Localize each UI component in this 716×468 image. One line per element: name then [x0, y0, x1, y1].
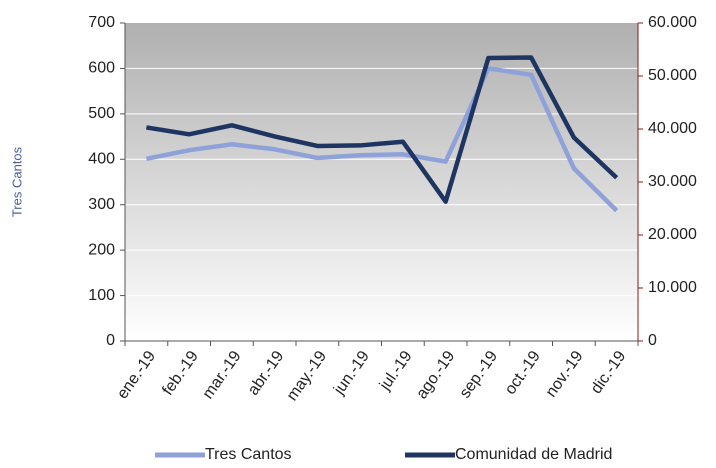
- x-tick-label: oct.-19: [502, 348, 544, 398]
- legend-label: Tres Cantos: [205, 446, 292, 463]
- x-tick-label: jul.-19: [376, 348, 416, 394]
- y-tick-label: 100: [88, 287, 115, 304]
- y2-tick-label: 60.000: [648, 14, 697, 31]
- y-tick-label: 700: [88, 14, 115, 31]
- y2-tick-label: 20.000: [648, 226, 697, 243]
- line-series: [145, 66, 619, 213]
- y2-tick-label: 50.000: [648, 67, 697, 84]
- x-tick-label: ago.-19: [413, 348, 458, 402]
- y-tick-label: 400: [88, 151, 115, 168]
- x-tick-label: nov.-19: [543, 348, 587, 401]
- y-axis-label: Tres Cantos: [9, 146, 24, 217]
- y-tick-label: 200: [88, 241, 115, 258]
- line-series: [146, 55, 619, 204]
- plot-area: [125, 23, 638, 341]
- x-tick-label: feb.-19: [159, 348, 202, 399]
- x-tick-label: mar.-19: [200, 348, 245, 402]
- x-tick-label: abr.-19: [245, 348, 288, 399]
- x-tick-label: jun.-19: [330, 348, 373, 399]
- x-tick-label: ene.-19: [114, 348, 159, 402]
- y2-tick-label: 40.000: [648, 120, 697, 137]
- y-tick-label: 0: [106, 332, 115, 349]
- y-tick-label: 300: [88, 196, 115, 213]
- y2-tick-label: 30.000: [648, 173, 697, 190]
- legend-label: Comunidad de Madrid: [455, 446, 612, 463]
- y-tick-label: 600: [88, 60, 115, 77]
- x-tick-label: may.-19: [284, 348, 330, 404]
- y2-tick-label: 10.000: [648, 279, 697, 296]
- y-tick-label: 500: [88, 105, 115, 122]
- x-tick-label: sep.-19: [457, 348, 502, 402]
- x-tick-label: dic.-19: [588, 348, 630, 397]
- y2-tick-label: 0: [648, 332, 657, 349]
